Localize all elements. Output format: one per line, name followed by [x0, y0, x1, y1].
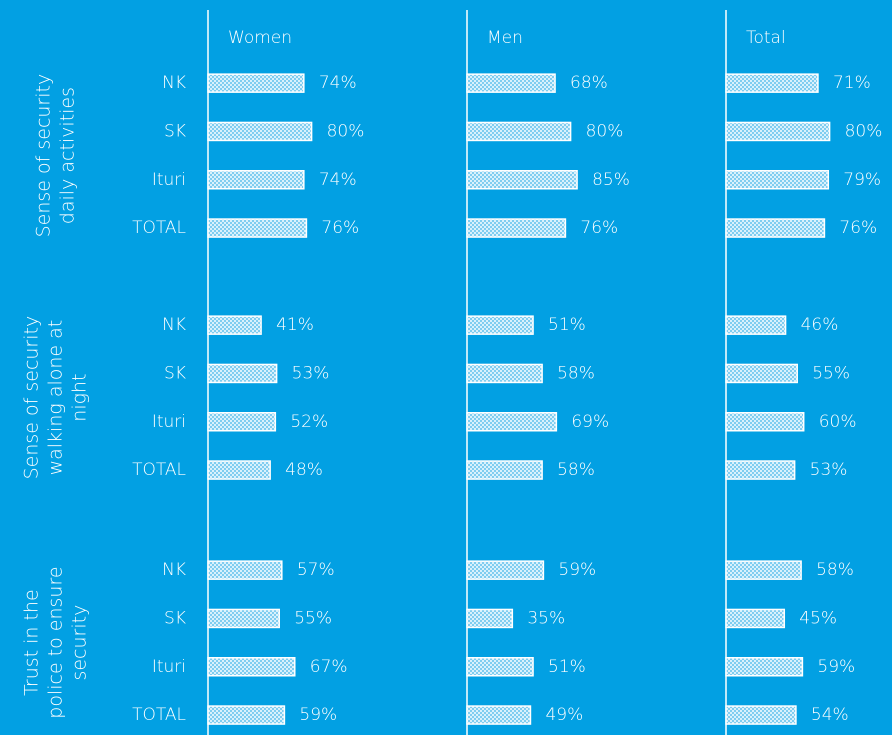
value-label: 85%	[592, 170, 630, 190]
bar	[725, 315, 787, 335]
category-label: NK	[162, 315, 186, 335]
bar	[466, 170, 578, 190]
group-label: daily activities	[57, 87, 79, 224]
value-label: 59%	[558, 560, 596, 580]
bar	[725, 170, 830, 190]
bar	[207, 705, 286, 725]
bar	[725, 657, 804, 677]
group-label: Sense of security	[33, 74, 55, 238]
category-label: Ituri	[152, 412, 186, 432]
group-label: Trust in the	[21, 589, 43, 696]
category-label: TOTAL	[132, 705, 186, 725]
category-label: SK	[164, 363, 186, 383]
bar	[725, 121, 831, 142]
value-label: 60%	[819, 412, 857, 432]
value-label: 48%	[285, 460, 323, 480]
value-label: 55%	[294, 608, 332, 628]
value-label: 76%	[839, 218, 877, 238]
group-label: night	[69, 373, 91, 421]
bar	[207, 608, 280, 629]
bar	[466, 560, 545, 580]
category-label: SK	[164, 608, 186, 628]
bar	[725, 560, 802, 580]
value-label: 69%	[571, 412, 609, 432]
value-label: 45%	[799, 608, 837, 628]
value-label: 80%	[845, 121, 883, 141]
value-label: 71%	[833, 73, 871, 93]
value-label: 52%	[290, 412, 328, 432]
value-label: 76%	[580, 218, 618, 238]
bar	[725, 460, 796, 480]
value-label: 58%	[557, 363, 595, 383]
value-label: 58%	[816, 560, 854, 580]
value-label: 80%	[586, 121, 624, 141]
value-label: 74%	[319, 170, 357, 190]
group-label: security	[69, 605, 91, 681]
bar	[466, 73, 556, 93]
category-label: Ituri	[152, 170, 186, 190]
bar	[466, 608, 514, 629]
bar	[466, 657, 534, 677]
bar	[207, 657, 296, 677]
value-label: 76%	[321, 218, 359, 238]
value-label: 80%	[327, 121, 365, 141]
value-label: 54%	[811, 705, 849, 725]
value-label: 53%	[292, 363, 330, 383]
category-label: Ituri	[152, 657, 186, 677]
category-label: TOTAL	[132, 460, 186, 480]
value-label: 79%	[843, 170, 881, 190]
value-label: 51%	[548, 657, 586, 677]
bar	[466, 705, 532, 725]
category-label: NK	[162, 73, 186, 93]
panel-title: Men	[487, 28, 523, 48]
bar	[725, 73, 819, 93]
bar	[466, 363, 543, 384]
bar	[207, 412, 277, 432]
group-label: Sense of security	[21, 316, 43, 480]
bar	[207, 121, 313, 142]
value-label: 49%	[545, 705, 583, 725]
value-label: 59%	[817, 657, 855, 677]
bar	[725, 412, 805, 432]
value-label: 46%	[801, 315, 839, 335]
bar	[466, 412, 558, 432]
bar	[725, 218, 826, 238]
bar	[207, 73, 305, 93]
category-label: SK	[164, 121, 186, 141]
value-label: 68%	[570, 73, 608, 93]
value-label: 41%	[276, 315, 314, 335]
value-label: 55%	[812, 363, 850, 383]
value-label: 51%	[548, 315, 586, 335]
bar	[207, 315, 262, 335]
value-label: 59%	[299, 705, 337, 725]
bar	[466, 121, 572, 142]
category-label: TOTAL	[132, 218, 186, 238]
bar	[207, 560, 283, 580]
value-label: 57%	[297, 560, 335, 580]
bar	[207, 170, 305, 190]
group-label: police to ensure	[45, 566, 67, 718]
group-label: walking alone at	[45, 320, 67, 476]
value-label: 58%	[557, 460, 595, 480]
bar	[725, 363, 798, 384]
bar	[466, 460, 543, 480]
bar	[466, 218, 567, 238]
panel-title: Total	[746, 28, 786, 48]
value-label: 35%	[527, 608, 565, 628]
panel-title: Women	[228, 28, 292, 48]
bar	[725, 705, 797, 725]
bar	[466, 315, 534, 335]
category-label: NK	[162, 560, 186, 580]
value-label: 74%	[319, 73, 357, 93]
bar	[207, 218, 308, 238]
value-label: 53%	[810, 460, 848, 480]
bar	[207, 460, 271, 480]
bar	[725, 608, 786, 629]
value-label: 67%	[310, 657, 348, 677]
bar	[207, 363, 278, 384]
